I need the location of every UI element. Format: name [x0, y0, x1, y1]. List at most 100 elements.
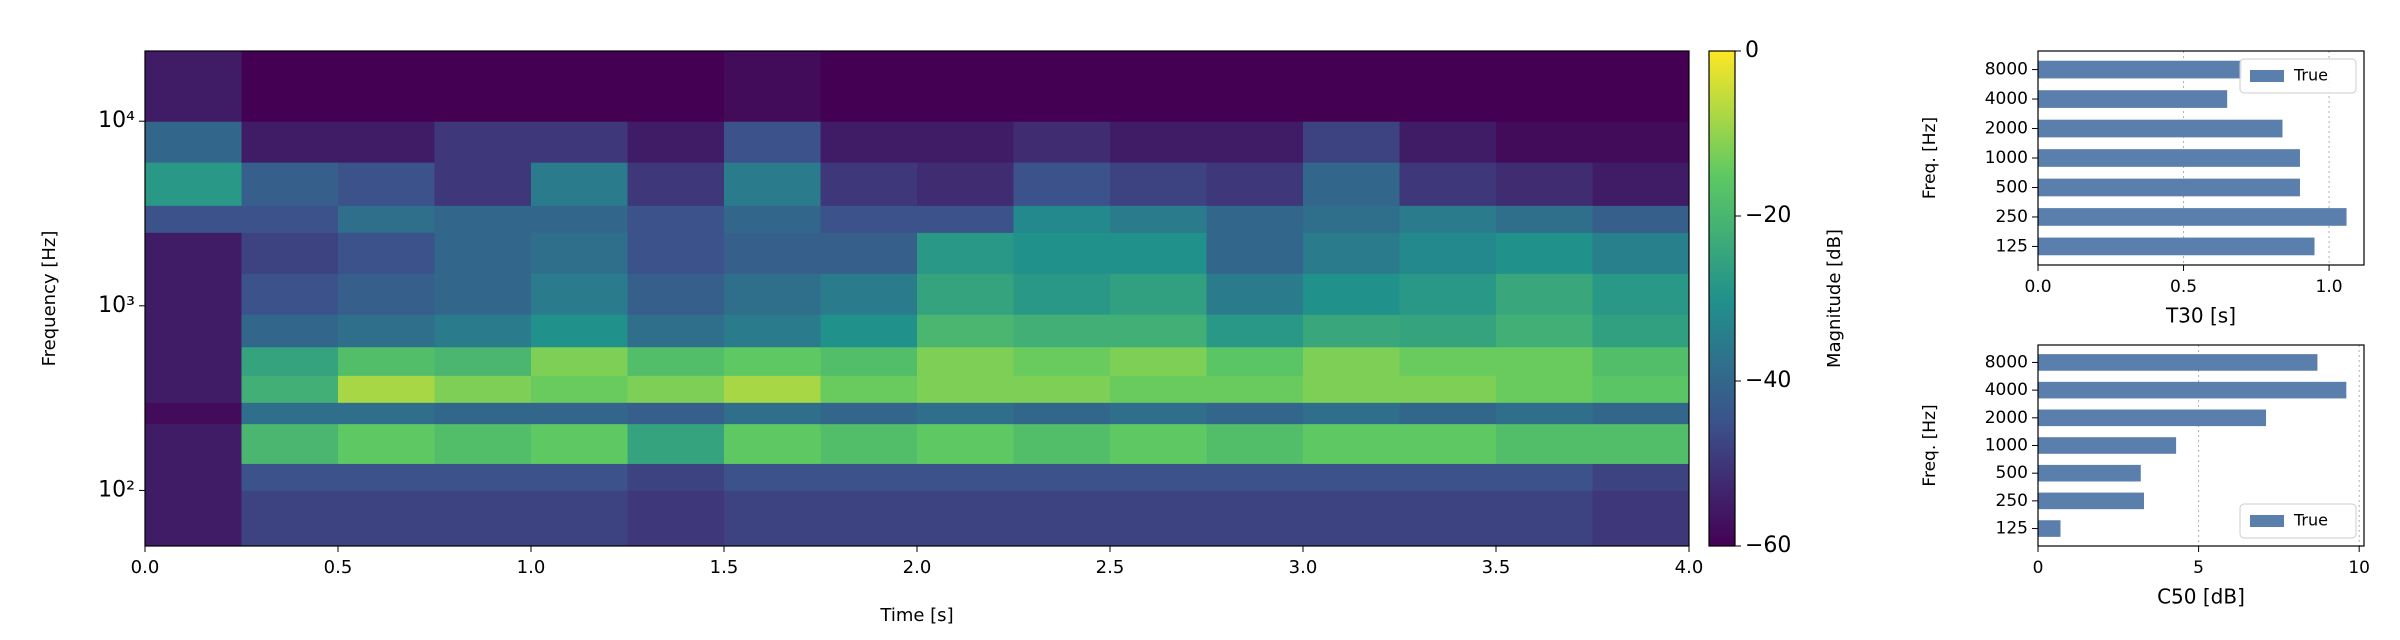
- heatmap-cell: [434, 346, 532, 376]
- heatmap-cell: [627, 346, 725, 376]
- heatmap-cell: [531, 375, 628, 403]
- heatmap-cell: [1399, 162, 1497, 206]
- heatmap-cell: [338, 346, 435, 376]
- heatmap-cell: [917, 463, 1014, 491]
- heatmap-cell: [1592, 463, 1690, 491]
- heatmap-cell: [627, 205, 725, 233]
- heatmap-cell: [1496, 314, 1593, 348]
- heatmap-cell: [1206, 314, 1304, 348]
- heatmap-cell: [1013, 205, 1111, 233]
- heatmap-cell: [338, 314, 435, 348]
- heatmap-cell: [434, 232, 532, 274]
- heatmap-cell: [1110, 463, 1207, 491]
- heatmap-cell: [241, 346, 339, 376]
- heatmap-cell: [531, 121, 628, 163]
- y-tick-label: 8000: [1985, 60, 2028, 80]
- heatmap-cell: [1013, 232, 1111, 274]
- heatmap-cell: [531, 402, 628, 425]
- heatmap-cell: [241, 423, 339, 464]
- heatmap-cell: [145, 121, 242, 163]
- heatmap-cell: [917, 273, 1014, 315]
- colorbar-tick-label: −20: [1745, 203, 1791, 228]
- y-tick-label: 10²: [98, 477, 135, 502]
- heatmap-cell: [1110, 121, 1207, 163]
- heatmap-cell: [820, 205, 918, 233]
- heatmap-cell: [1013, 402, 1111, 425]
- heatmap-cell: [820, 121, 918, 163]
- heatmap-cell: [145, 463, 242, 491]
- heatmap-cell: [241, 51, 339, 122]
- heatmap-cell: [627, 51, 725, 122]
- heatmap-cell: [1399, 463, 1497, 491]
- heatmap-cell: [338, 273, 435, 315]
- x-tick-label: 2.5: [1096, 557, 1125, 578]
- heatmap-cell: [1110, 273, 1207, 315]
- heatmap-cell: [1496, 375, 1593, 403]
- x-tick-label: 0.5: [324, 557, 353, 578]
- x-tick-label: 3.0: [1289, 557, 1318, 578]
- heatmap-cell: [1013, 375, 1111, 403]
- bar: [2038, 119, 2283, 138]
- y-tick-label: 125: [1996, 519, 2028, 539]
- colorbar: [1708, 50, 1736, 547]
- heatmap-cell: [434, 314, 532, 348]
- heatmap-cell: [1013, 423, 1111, 464]
- heatmap-cell: [241, 162, 339, 206]
- legend-label: True: [2293, 66, 2328, 85]
- heatmap-cell: [1206, 162, 1304, 206]
- heatmap-cell: [531, 423, 628, 464]
- heatmap-cell: [724, 463, 821, 491]
- heatmap-cell: [241, 490, 339, 547]
- heatmap-cell: [1013, 346, 1111, 376]
- heatmap-cell: [724, 314, 821, 348]
- heatmap-cell: [1303, 346, 1400, 376]
- heatmap-cell: [1110, 423, 1207, 464]
- heatmap-cell: [1013, 490, 1111, 547]
- heatmap-cell: [1399, 375, 1497, 403]
- heatmap-cell: [241, 463, 339, 491]
- x-tick-label: 5: [2193, 558, 2204, 578]
- spectrogram: [145, 51, 1690, 547]
- heatmap-cell: [241, 232, 339, 274]
- heatmap-cell: [338, 205, 435, 233]
- heatmap-cell: [1303, 490, 1400, 547]
- heatmap-cell: [724, 490, 821, 547]
- heatmap-cell: [627, 402, 725, 425]
- heatmap-cell: [145, 314, 242, 348]
- bar: [2038, 520, 2061, 537]
- heatmap-cell: [917, 314, 1014, 348]
- bar-chart: 125 250 500 1000 2000 4000 8000 0.0 0.5 1.0 T30 [s…: [1920, 50, 2365, 328]
- heatmap-cell: [1496, 162, 1593, 206]
- heatmap-cell: [531, 463, 628, 491]
- bar: [2038, 60, 2242, 79]
- heatmap-cell: [1110, 162, 1207, 206]
- heatmap-cell: [1013, 121, 1111, 163]
- heatmap-cell: [1303, 162, 1400, 206]
- heatmap-cell: [145, 402, 242, 425]
- x-tick-label: 1.0: [517, 557, 546, 578]
- bar-chart: 125 250 500 1000 2000 4000 8000 0 5 10 C50 [dB] Fre…: [1920, 344, 2370, 609]
- x-tick-label: 2.0: [903, 557, 932, 578]
- legend-box: [2239, 503, 2357, 539]
- heatmap-cell: [1592, 273, 1690, 315]
- heatmap-cell: [917, 232, 1014, 274]
- heatmap-cell: [1303, 402, 1400, 425]
- colorbar-tick-label: −60: [1745, 533, 1791, 558]
- heatmap-cell: [1110, 375, 1207, 403]
- heatmap-cell: [627, 162, 725, 206]
- heatmap-cell: [531, 490, 628, 547]
- y-axis-label: Freq. [Hz]: [1920, 117, 1940, 199]
- heatmap-cell: [627, 375, 725, 403]
- heatmap-cell: [1206, 121, 1304, 163]
- heatmap-cell: [241, 121, 339, 163]
- heatmap-cell: [1110, 205, 1207, 233]
- heatmap-cell: [820, 346, 918, 376]
- heatmap-cell: [627, 232, 725, 274]
- heatmap-cell: [145, 490, 242, 547]
- heatmap-cell: [338, 402, 435, 425]
- heatmap-cell: [434, 121, 532, 163]
- heatmap-cell: [1110, 51, 1207, 122]
- colorbar-tick-label: −40: [1745, 368, 1791, 393]
- heatmap-cell: [1399, 402, 1497, 425]
- heatmap-cell: [434, 162, 532, 206]
